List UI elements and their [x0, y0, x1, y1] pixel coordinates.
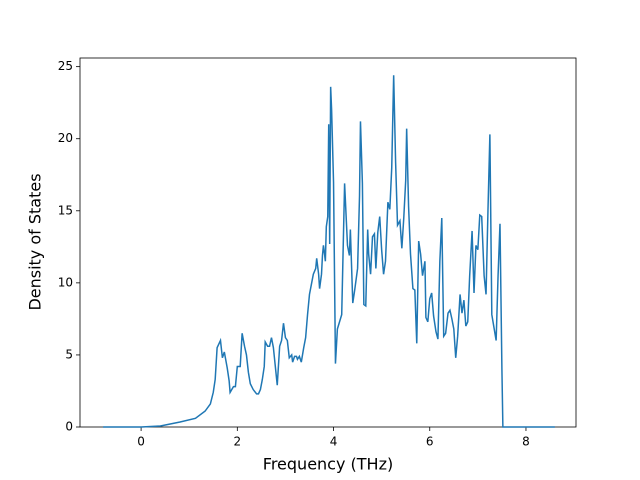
plot-frame [79, 57, 577, 428]
y-tick-label: 5 [65, 347, 73, 361]
x-tick-label: 8 [522, 435, 530, 449]
y-tick-label: 10 [58, 275, 73, 289]
y-tick-label: 25 [58, 59, 73, 73]
data-line [103, 75, 555, 428]
x-axis-label: Frequency (THz) [263, 455, 393, 474]
x-tick-label: 0 [137, 435, 145, 449]
x-tick-label: 6 [426, 435, 434, 449]
y-axis-label: Density of States [26, 173, 45, 310]
x-tick-label: 4 [330, 435, 338, 449]
y-tick-label: 15 [58, 203, 73, 217]
y-tick-label: 20 [58, 131, 73, 145]
x-tick-label: 2 [233, 435, 241, 449]
y-tick-label: 0 [65, 420, 73, 434]
